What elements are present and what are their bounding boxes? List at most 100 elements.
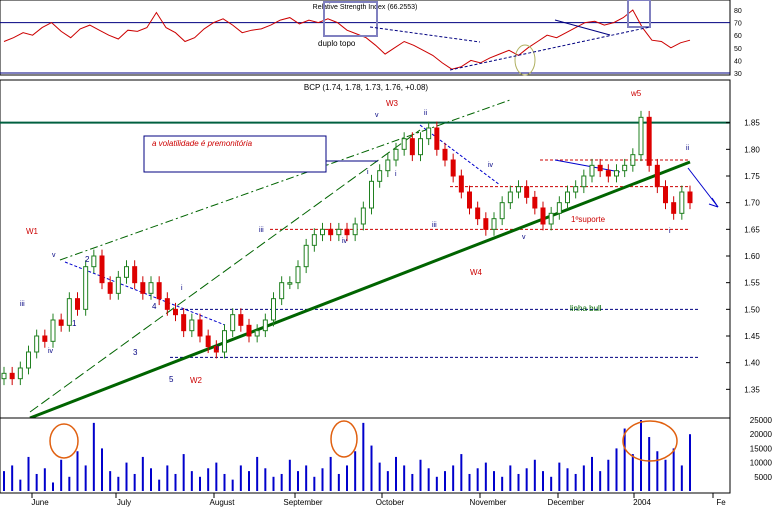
price-tick-label: 1.50 (744, 305, 760, 314)
volume-panel: 5000 10000 15000 20000 25000 (0, 416, 773, 494)
wave-label-W1: W1 (26, 227, 39, 236)
price-tick-label: 1.75 (744, 172, 760, 181)
candle-body (271, 298, 276, 321)
candle-body (132, 266, 138, 284)
price-panel: BCP (1.74, 1.78, 1.73, 1.76, +0.08) 1.35… (0, 79, 760, 420)
wave-label-i-july: i (181, 285, 183, 292)
candle-body (426, 127, 432, 140)
rsi-trendline-1 (369, 26, 481, 43)
candle-body (295, 266, 301, 284)
candle-body (663, 186, 668, 204)
rsi-trendline-2 (449, 26, 651, 71)
wave-label-v-june: v (52, 252, 56, 259)
x-tick-label: September (283, 498, 322, 507)
candle-body (344, 228, 350, 236)
volatility-note: a volatilidade é premonitória (152, 139, 253, 148)
candle-body (140, 282, 146, 294)
candle-body (532, 196, 538, 209)
candle-body (597, 164, 603, 172)
candle-body (638, 116, 644, 156)
dec-wedge-top (554, 159, 621, 173)
candle-body (287, 282, 293, 285)
wave-label-W3: W3 (386, 99, 399, 108)
x-tick-label: December (548, 498, 585, 507)
first-support-label: 1ºsuporte (571, 215, 606, 224)
wave-label-v-nov: v (522, 234, 526, 241)
candle-body (589, 164, 595, 177)
lower-channel-dash (29, 129, 421, 413)
wave-label-W2: W2 (190, 376, 203, 385)
price-tick-label: 1.45 (744, 332, 760, 341)
x-tick-label: November (470, 498, 507, 507)
wave-label-3: 3 (133, 348, 138, 357)
candle-body (491, 218, 497, 230)
candle-body (238, 314, 244, 326)
wave-label-iv-june: iv (48, 348, 54, 355)
candle-body (499, 202, 505, 220)
candle-body (548, 212, 554, 225)
wave-label-iii-nov: iii (432, 222, 437, 229)
rsi-double-top-box (323, 1, 378, 37)
candle-body (401, 138, 407, 150)
candle-body (107, 282, 113, 294)
wave-label-i-jan: i (669, 228, 671, 235)
x-tick-label: October (376, 498, 405, 507)
candle-body (156, 282, 162, 300)
wave-label-5: 5 (169, 375, 174, 384)
candle-body (34, 335, 40, 353)
candle-body (516, 186, 521, 193)
candle-body (605, 170, 611, 177)
candle-body (565, 191, 570, 204)
wave-label-w5: w5 (630, 89, 642, 98)
x-tick-label: 2004 (633, 498, 651, 507)
wave-label-v-sep: v (375, 112, 379, 119)
volume-spike-circle-sep (330, 420, 358, 458)
rsi-tick-label: 50 (734, 46, 742, 53)
price-tick-label: 1.65 (744, 225, 760, 234)
projection-arrow (687, 167, 719, 208)
rsi-trendline-3 (554, 19, 611, 36)
candle-body (442, 148, 448, 161)
candle-body (385, 159, 391, 172)
candle-body (556, 202, 562, 214)
candle-body (507, 191, 513, 204)
candle-body (124, 266, 129, 278)
candle-body (197, 319, 203, 337)
wave-label-ii-oct: ii (424, 110, 428, 117)
candle-body (148, 282, 154, 294)
linha-bull-label: linha bull (570, 304, 602, 313)
candle-body (458, 175, 464, 193)
candle-body (205, 335, 211, 348)
candle-body (17, 367, 23, 380)
candle-body (409, 138, 415, 156)
candle-body (679, 191, 685, 214)
candle-body (213, 346, 219, 353)
volume-spike-circle-jan (622, 420, 678, 462)
candle-body (164, 298, 170, 310)
wave-label-1: 1 (72, 319, 77, 328)
candle-body (654, 164, 660, 188)
x-axis: June July August September October November De… (31, 493, 726, 507)
candle-body (222, 330, 227, 353)
volume-tick-label: 15000 (750, 444, 773, 453)
rsi-tick-label: 60 (734, 33, 742, 40)
candle-body (434, 127, 440, 150)
candle-body (246, 324, 252, 337)
candle-body (75, 298, 80, 310)
wave-label-iv-nov: iv (488, 162, 494, 169)
volume-tick-label: 25000 (750, 416, 773, 425)
volatility-note-box (143, 135, 327, 173)
candle-body (360, 207, 366, 225)
x-tick-label: June (31, 498, 49, 507)
candle-body (311, 234, 317, 246)
rsi-line (3, 9, 691, 70)
candle-body (524, 186, 530, 198)
candle-body (320, 228, 325, 236)
rsi-annotation-duplo-topo: duplo topo (318, 39, 356, 48)
rsi-title: Relative Strength Index (66.2553) (313, 4, 418, 11)
rsi-tick-label: 40 (734, 58, 742, 65)
candle-body (9, 372, 15, 380)
projection-arrow-head-a (711, 197, 719, 208)
candle-body (352, 223, 358, 236)
